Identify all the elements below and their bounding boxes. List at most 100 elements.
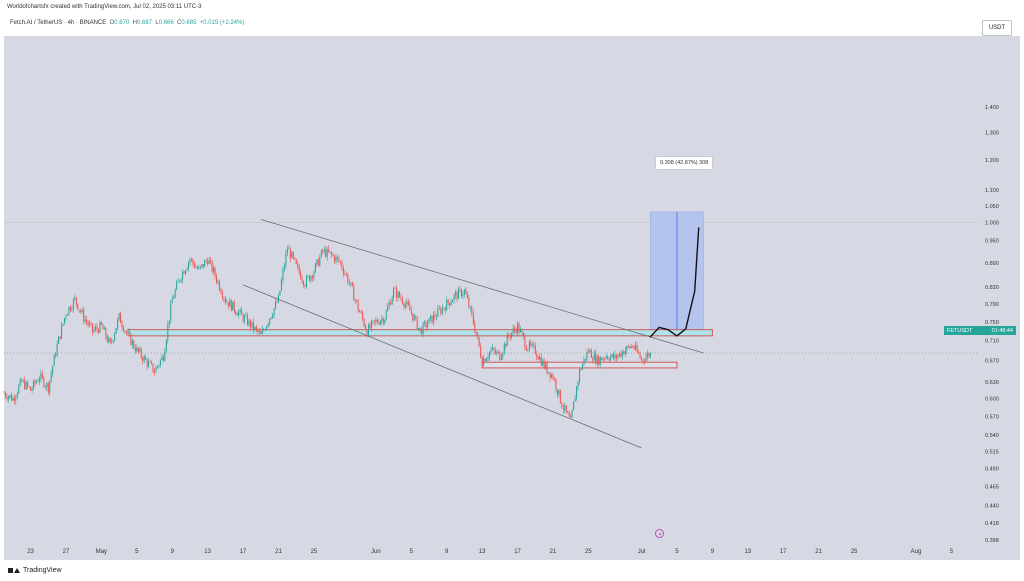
candle-bullish <box>244 316 246 322</box>
candle-bullish <box>158 365 160 367</box>
candle-bullish <box>93 329 95 332</box>
candle-bullish <box>428 318 430 325</box>
candle-bullish <box>180 279 182 282</box>
candle-bullish <box>81 310 83 312</box>
chart-attribution: Worldofchartsfx created with TradingView… <box>7 4 202 10</box>
candle-bearish <box>401 298 403 304</box>
candle-bearish <box>109 338 111 343</box>
candle-bearish <box>475 331 477 335</box>
candle-bullish <box>56 343 58 356</box>
y-tick-label: 0.465 <box>985 484 999 490</box>
candle-bullish <box>571 409 573 418</box>
candle-bullish <box>61 325 63 339</box>
candle-bearish <box>303 281 305 286</box>
candle-bullish <box>217 281 219 283</box>
settings-gear-icon[interactable] <box>655 529 664 538</box>
candle-bullish <box>143 356 145 362</box>
candle-bearish <box>69 307 71 311</box>
x-tick-label: 13 <box>204 549 211 555</box>
candle-bullish <box>164 350 166 361</box>
symbol-name: Fetch.AI / TetherUS · 4h · BINANCE <box>10 20 107 26</box>
candle-bearish <box>263 329 265 331</box>
candle-bearish <box>47 383 49 393</box>
candle-bullish <box>329 251 331 253</box>
candle-bearish <box>481 357 483 366</box>
candle-bearish <box>643 360 645 362</box>
candle-bearish <box>398 291 401 298</box>
candle-bearish <box>598 356 600 365</box>
close-value: 0.685 <box>181 20 197 26</box>
candle-bullish <box>71 309 73 311</box>
candle-bearish <box>142 357 144 362</box>
x-tick-label: 21 <box>815 549 822 555</box>
candle-bullish <box>201 264 203 267</box>
candle-bearish <box>337 256 339 259</box>
candle-bullish <box>589 350 591 352</box>
candle-bullish <box>277 295 280 303</box>
candle-bullish <box>335 256 337 262</box>
currency-selector-button[interactable]: USDT <box>982 20 1012 36</box>
candle-bullish <box>573 401 575 410</box>
candle-bearish <box>10 395 12 401</box>
projection-drawing-path[interactable] <box>649 227 700 338</box>
demand-zone-rectangle[interactable] <box>481 361 678 369</box>
channel-upper-trendline[interactable] <box>260 218 704 354</box>
candle-bullish <box>307 276 309 277</box>
candle-bullish <box>367 324 370 337</box>
tradingview-brand: TradingView <box>23 567 62 574</box>
x-tick-label: 21 <box>275 549 282 555</box>
candle-bearish <box>382 318 384 324</box>
candle-bullish <box>599 357 601 365</box>
candle-bullish <box>258 331 260 333</box>
y-tick-label: 0.950 <box>985 238 999 244</box>
candle-bullish <box>282 269 284 281</box>
candle-bullish <box>167 324 169 341</box>
candle-bullish <box>593 353 595 361</box>
last-price-tag: FETUSDT 01:48:44 <box>944 326 1016 335</box>
candle-bullish <box>99 322 101 333</box>
candle-bearish <box>549 372 551 378</box>
candle-bearish <box>505 343 507 347</box>
candle-bearish <box>365 326 367 330</box>
candle-bearish <box>34 380 36 384</box>
candle-bullish <box>117 319 119 329</box>
candle-bearish <box>211 260 213 272</box>
candle-bearish <box>90 323 92 325</box>
candle-bullish <box>46 383 48 387</box>
candle-bullish <box>63 318 66 324</box>
candle-bullish <box>450 302 452 306</box>
candle-bullish <box>232 301 234 311</box>
candle-bullish <box>195 267 197 268</box>
candle-bullish <box>49 380 51 393</box>
candle-bullish <box>490 349 492 353</box>
candle-bullish <box>40 373 42 379</box>
candle-bullish <box>239 309 241 313</box>
channel-lower-trendline[interactable] <box>242 284 642 449</box>
candle-bearish <box>43 377 45 387</box>
candle-bullish <box>198 267 200 269</box>
candle-bearish <box>224 298 226 303</box>
candle-bearish <box>449 302 451 306</box>
candle-bearish <box>120 313 122 324</box>
candle-bullish <box>500 356 502 360</box>
candle-bearish <box>75 297 77 304</box>
candle-bearish <box>292 252 294 258</box>
candle-bullish <box>463 289 465 295</box>
candle-bearish <box>509 336 511 338</box>
candle-bullish <box>103 327 105 330</box>
candle-bearish <box>311 275 313 278</box>
candle-bullish <box>397 291 399 299</box>
candle-bearish <box>341 262 343 269</box>
candle-bullish <box>574 398 576 402</box>
candle-bullish <box>72 299 74 310</box>
candle-bearish <box>295 259 297 264</box>
candle-bullish <box>413 315 415 321</box>
candle-bullish <box>350 282 352 284</box>
x-tick-label: 9 <box>171 549 175 555</box>
candle-bullish <box>269 318 271 324</box>
candle-bearish <box>3 392 5 394</box>
candle-bearish <box>347 274 349 283</box>
candle-bullish <box>319 256 321 266</box>
candle-bullish <box>35 381 37 384</box>
